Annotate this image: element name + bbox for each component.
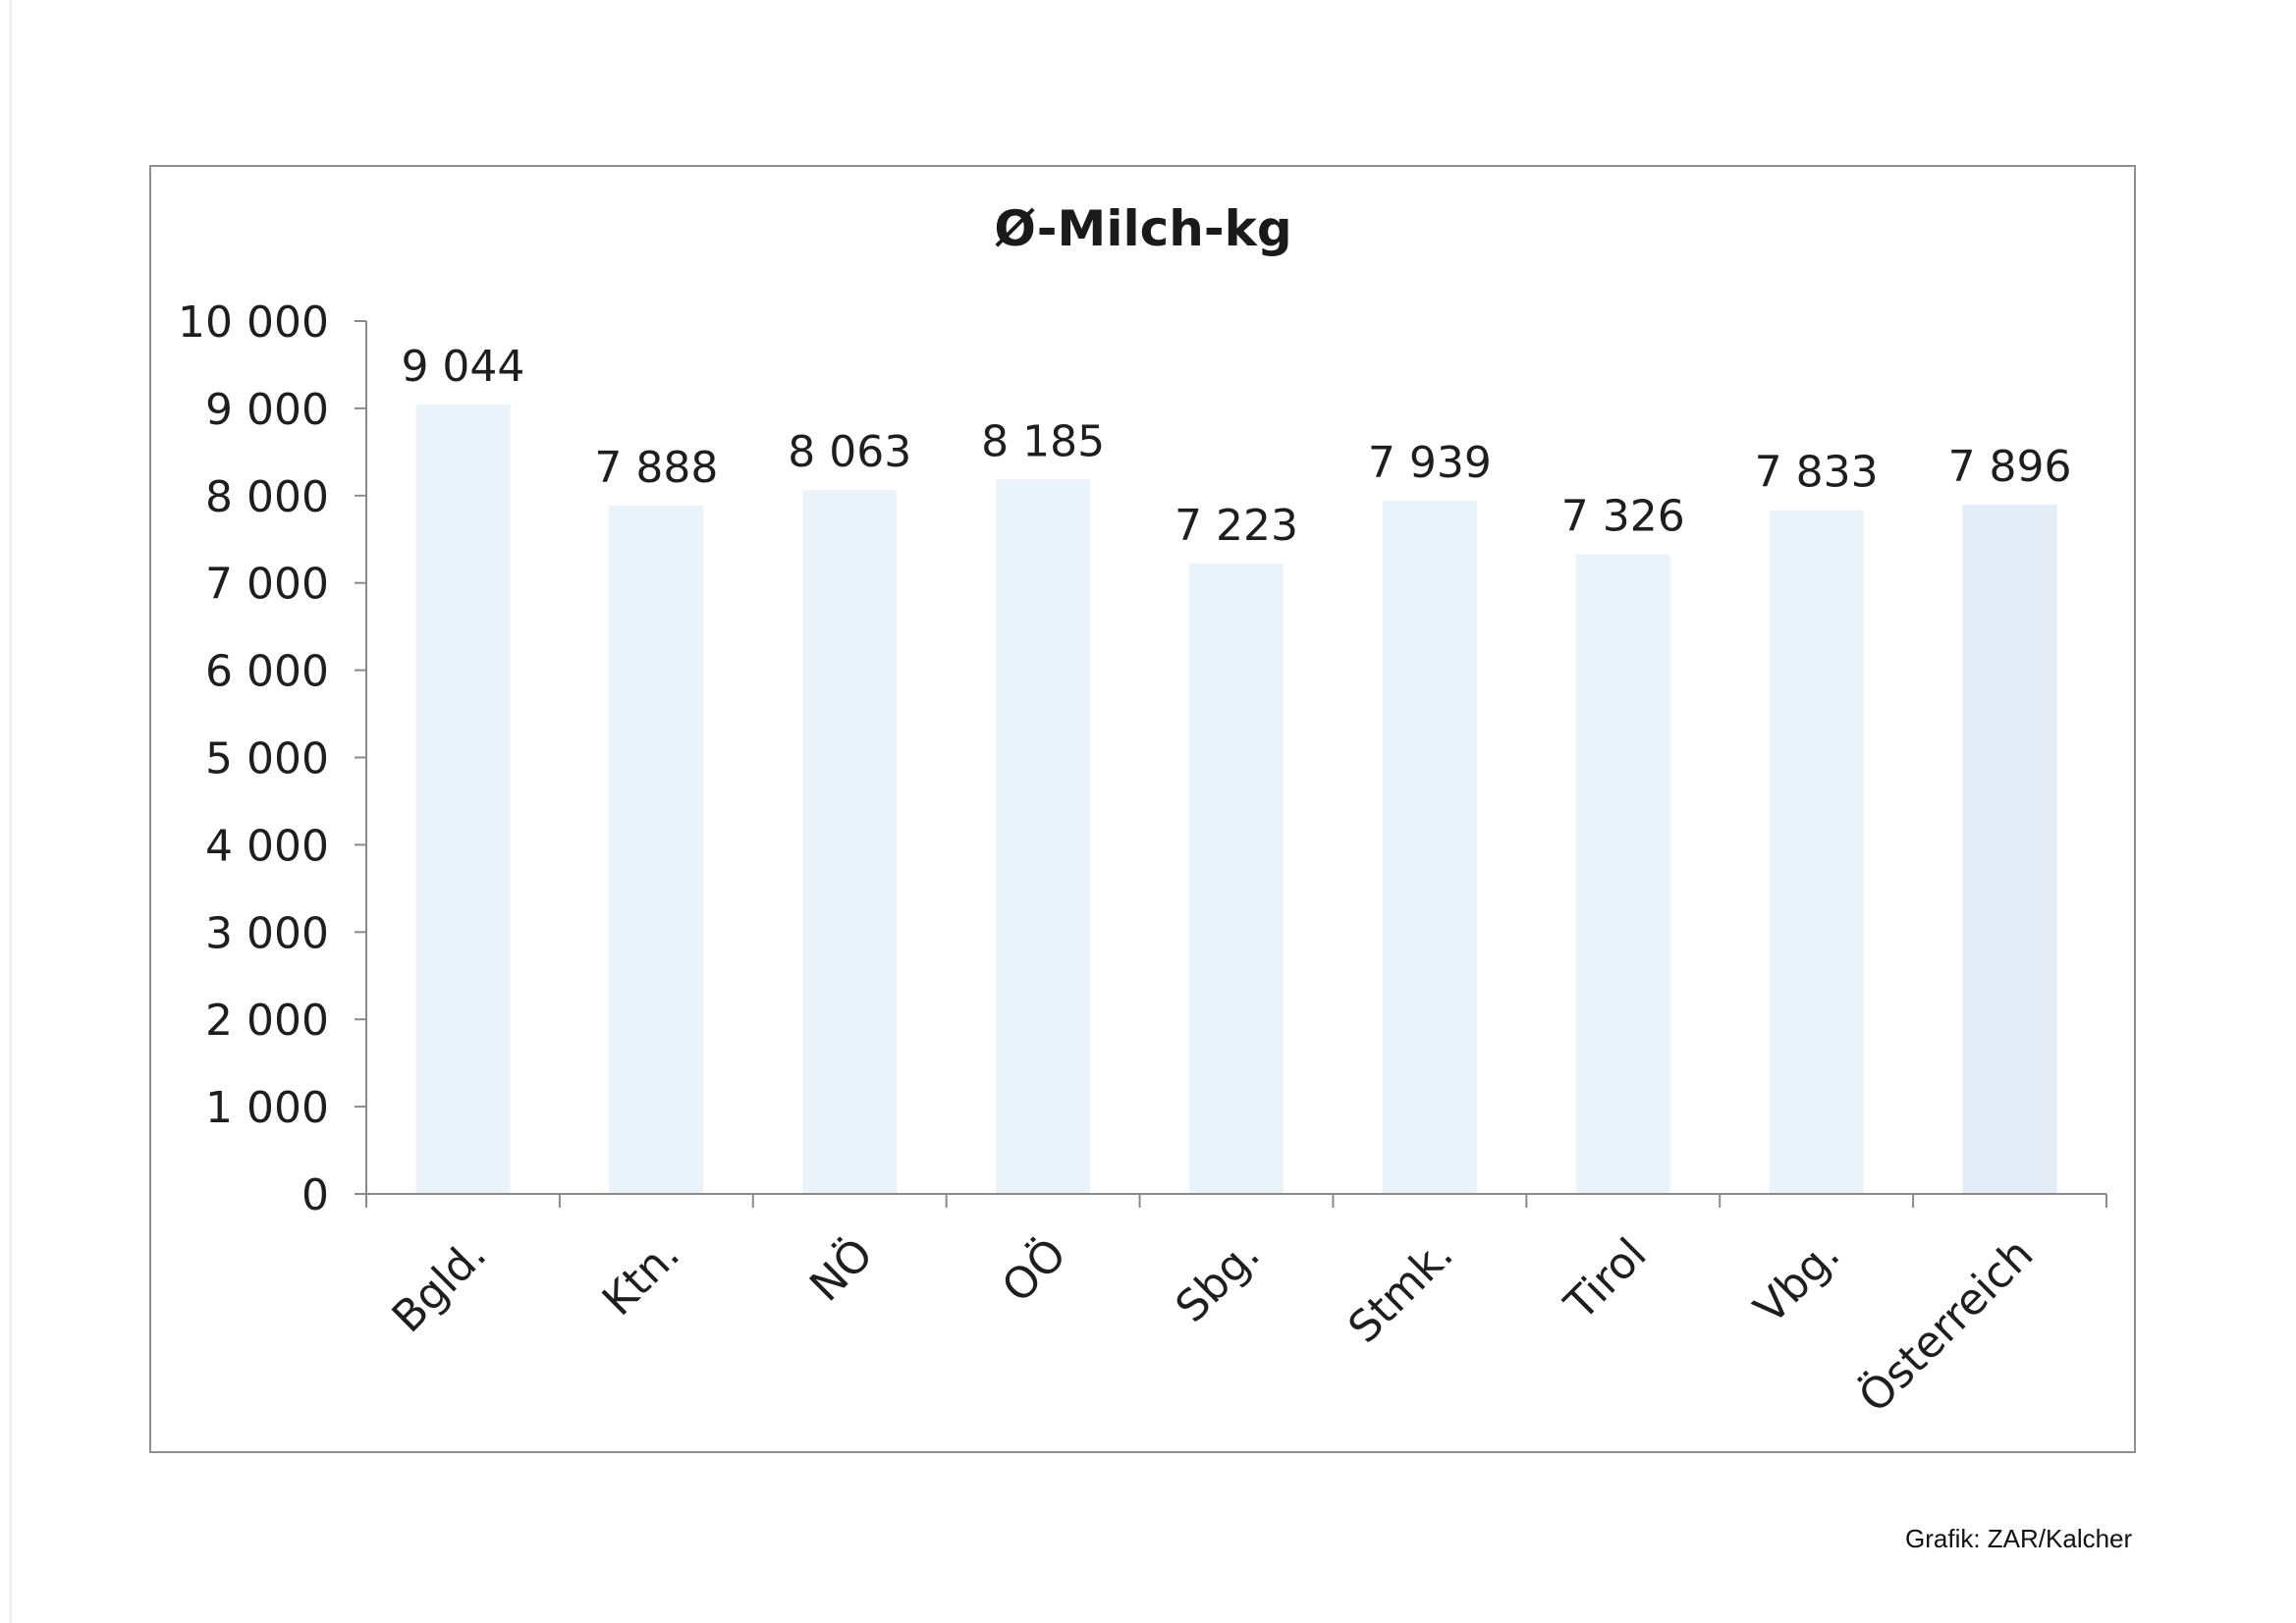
x-category-label-6: Tirol xyxy=(1555,1229,1656,1330)
data-label-5: 7 939 xyxy=(1368,438,1492,488)
y-tick-label-1: 1 000 xyxy=(205,1083,329,1133)
x-category-label-5: Stmk. xyxy=(1339,1229,1462,1353)
y-tick-label-0: 0 xyxy=(301,1170,329,1220)
x-category-label-7: Vbg. xyxy=(1745,1229,1850,1334)
y-tick-label-3: 3 000 xyxy=(205,908,329,958)
data-label-6: 7 326 xyxy=(1561,492,1685,542)
data-label-2: 8 063 xyxy=(788,427,911,477)
x-category-label-3: OÖ xyxy=(992,1228,1076,1313)
y-tick-label-2: 2 000 xyxy=(205,996,329,1046)
y-tick-label-6: 6 000 xyxy=(205,647,329,697)
y-tick-label-4: 4 000 xyxy=(205,821,329,871)
bar-8 xyxy=(1962,505,2057,1194)
bar-7 xyxy=(1769,510,1864,1194)
chart-title: Ø-Milch-kg xyxy=(994,200,1291,257)
bar-1 xyxy=(609,505,704,1194)
y-tick-label-9: 9 000 xyxy=(205,385,329,435)
x-category-label-0: Bgld. xyxy=(383,1229,496,1342)
bar-3 xyxy=(996,479,1091,1194)
bar-5 xyxy=(1382,501,1477,1194)
data-label-4: 7 223 xyxy=(1175,501,1298,551)
chart-credit: Grafik: ZAR/Kalcher xyxy=(1905,1524,2133,1553)
data-label-7: 7 833 xyxy=(1755,448,1879,498)
y-tick-label-7: 7 000 xyxy=(205,560,329,610)
x-category-label-2: NÖ xyxy=(799,1228,883,1312)
data-label-3: 8 185 xyxy=(981,416,1105,466)
x-category-label-1: Ktn. xyxy=(593,1229,689,1325)
x-category-label-8: Österreich xyxy=(1849,1228,2044,1423)
bar-0 xyxy=(415,404,511,1194)
page-edge xyxy=(10,0,12,1623)
bar-6 xyxy=(1575,554,1670,1194)
bar-2 xyxy=(802,490,898,1194)
bar-4 xyxy=(1189,563,1284,1194)
x-category-label-4: Sbg. xyxy=(1167,1229,1270,1332)
y-tick-label-10: 10 000 xyxy=(178,298,329,348)
data-label-0: 9 044 xyxy=(401,342,524,392)
chart-frame: Ø-Milch-kg 0 1 000 2 000 3 000 4 000 5 000 6 00… xyxy=(149,165,2136,1453)
bar-chart: Ø-Milch-kg 0 1 000 2 000 3 000 4 000 5 000 6 00… xyxy=(178,200,2107,1423)
y-tick-label-5: 5 000 xyxy=(205,734,329,784)
data-label-8: 7 896 xyxy=(1948,442,2072,492)
y-tick-label-8: 8 000 xyxy=(205,472,329,522)
data-label-1: 7 888 xyxy=(594,443,718,493)
